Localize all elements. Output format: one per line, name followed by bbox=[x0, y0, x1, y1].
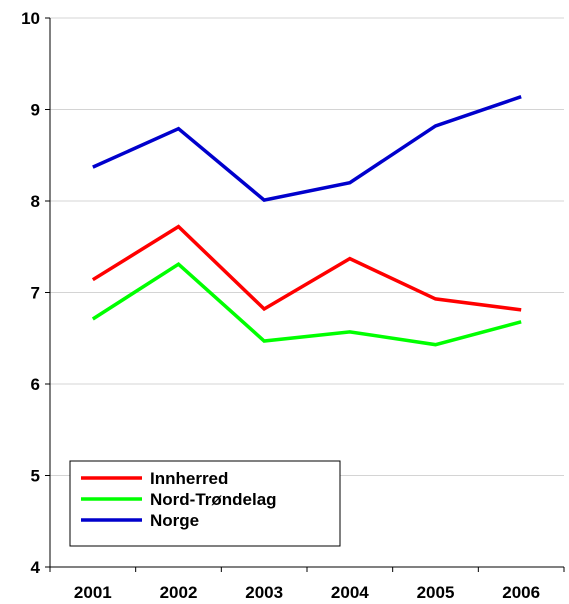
x-tick-label: 2003 bbox=[245, 583, 283, 602]
axes: 4 5 6 7 8 9 10 2001 2002 2003 2004 2005 2006 bbox=[21, 9, 565, 602]
y-tick-label: 6 bbox=[31, 375, 40, 394]
x-tick-label: 2005 bbox=[417, 583, 455, 602]
legend-box bbox=[69, 460, 341, 547]
gridlines bbox=[50, 17, 564, 476]
x-tick-label: 2006 bbox=[502, 583, 540, 602]
series-line-nord-tr-ndelag bbox=[91, 261, 522, 347]
y-tick-label: 5 bbox=[31, 467, 40, 486]
legend-label: Nord-Trøndelag bbox=[150, 490, 277, 509]
y-tick-label: 4 bbox=[31, 558, 41, 577]
y-tick-label: 9 bbox=[31, 101, 40, 120]
legend-label: Innherred bbox=[150, 469, 228, 488]
legend: Innherred Nord-Trøndelag Norge bbox=[69, 460, 341, 547]
x-tick-label: 2004 bbox=[331, 583, 369, 602]
y-tick-label: 8 bbox=[31, 192, 40, 211]
x-tick-label: 2002 bbox=[160, 583, 198, 602]
y-tick-label: 7 bbox=[31, 284, 40, 303]
x-tick-label: 2001 bbox=[74, 583, 112, 602]
y-tick-label: 10 bbox=[21, 9, 40, 28]
legend-label: Norge bbox=[150, 511, 199, 530]
series-line-innherred bbox=[91, 224, 522, 312]
series-lines bbox=[91, 95, 522, 347]
series-line-norge bbox=[92, 95, 522, 202]
